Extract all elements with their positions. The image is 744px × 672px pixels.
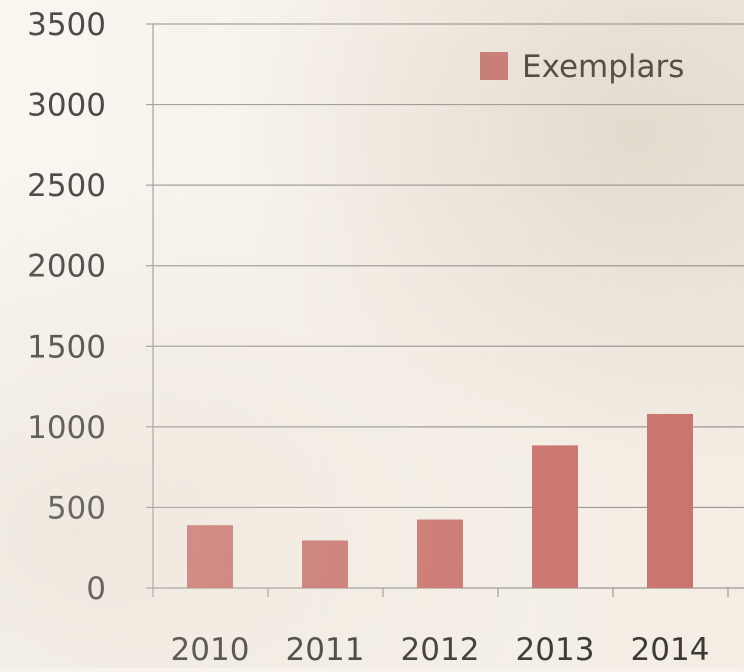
y-tick-label: 2000 xyxy=(27,249,106,285)
bar-2013 xyxy=(532,445,578,588)
y-tick-label: 1000 xyxy=(27,410,106,446)
bar-2012 xyxy=(417,519,463,588)
x-tick-label: 2010 xyxy=(171,632,250,668)
y-tick-label: 500 xyxy=(47,490,106,526)
y-tick-label: 1500 xyxy=(27,329,106,365)
x-tick-label: 2012 xyxy=(401,632,480,668)
x-tick-label: 2011 xyxy=(286,632,365,668)
x-tick-label: 2013 xyxy=(516,632,595,668)
y-tick-label: 3500 xyxy=(27,7,106,43)
y-tick-label: 2500 xyxy=(27,168,106,204)
legend-swatch xyxy=(480,52,508,80)
y-tick-label: 3000 xyxy=(27,88,106,124)
legend-label: Exemplars xyxy=(522,49,684,85)
bar-2010 xyxy=(187,525,233,588)
x-tick-label: 2014 xyxy=(631,632,710,668)
bar-2014 xyxy=(647,413,693,588)
bar-2011 xyxy=(302,540,348,588)
y-tick-label: 0 xyxy=(86,571,106,607)
